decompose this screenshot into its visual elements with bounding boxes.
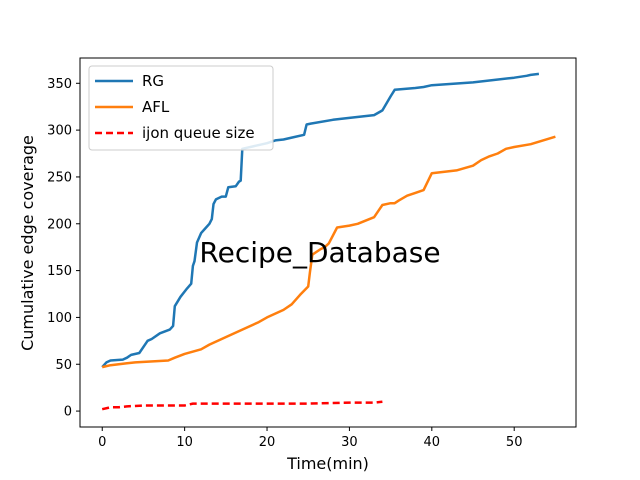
x-tick-label: 50 [506,435,523,450]
y-tick-label: 300 [47,124,72,139]
plot-frame [79,57,577,428]
y-tick-label: 100 [47,311,72,326]
y-tick-label: 250 [47,170,72,185]
series-layer [101,72,556,411]
legend-label: ijon queue size [142,124,255,142]
y-tick-label: 350 [47,77,72,92]
chart-annotation: Recipe_Database [199,236,440,269]
x-tick-label: 30 [341,435,358,450]
y-tick-label: 200 [47,217,72,232]
x-tick-label: 0 [98,435,106,450]
x-axis-label: Time(min) [286,454,369,473]
series-line-1 [101,135,556,369]
series-line-2 [101,400,383,411]
series-line-0 [101,72,540,368]
y-tick-label: 50 [55,358,72,373]
x-tick-label: 20 [259,435,276,450]
y-axis: 0 50 100 150 200 250 300 350 [47,77,80,420]
y-axis-label: Cumulative edge coverage [18,135,37,351]
y-tick-label: 0 [64,405,72,420]
legend-label: RG [142,72,164,90]
legend-label: AFL [142,98,170,116]
x-tick-label: 10 [176,435,193,450]
x-tick-label: 40 [424,435,441,450]
legend: RG AFL ijon queue size [88,65,274,151]
y-tick-label: 150 [47,264,72,279]
x-axis: 0 10 20 30 40 50 [98,427,522,450]
legend-box [88,65,274,151]
